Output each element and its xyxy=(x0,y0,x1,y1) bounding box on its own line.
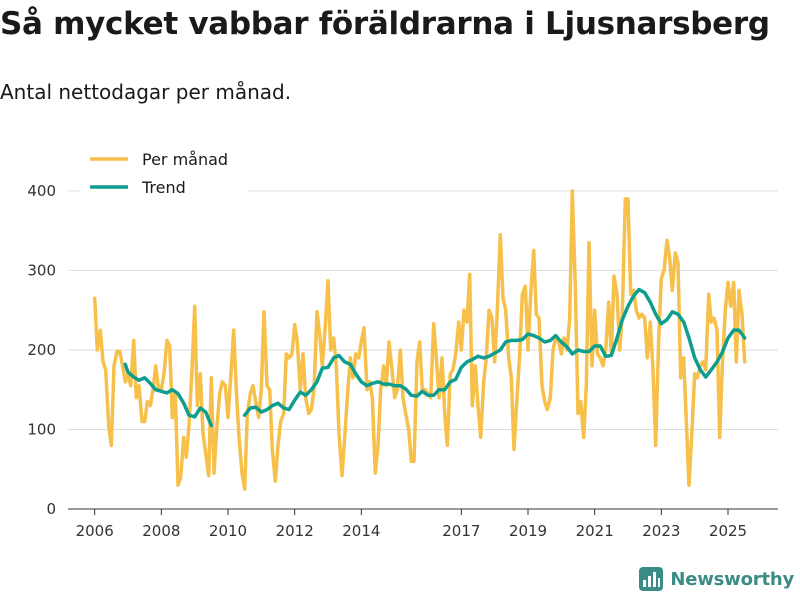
series-line-trend xyxy=(123,362,214,428)
x-axis: 2006 2008 2010 2012 2014 2017 2019 2021 2023 2025 xyxy=(76,509,747,540)
y-tick-label: 100 xyxy=(27,420,56,438)
x-tick-label: 2014 xyxy=(342,522,380,540)
x-tick-label: 2010 xyxy=(209,522,247,540)
gridlines xyxy=(68,190,778,510)
x-tick-label: 2023 xyxy=(642,522,680,540)
y-tick-label: 400 xyxy=(27,182,56,200)
legend-label-per-manad[interactable]: Per månad xyxy=(142,150,228,169)
newsworthy-logo[interactable]: Newsworthy xyxy=(638,566,794,592)
legend-label-trend[interactable]: Trend xyxy=(141,178,186,197)
y-tick-label: 200 xyxy=(27,341,56,359)
y-tick-label: 0 xyxy=(46,500,56,518)
x-tick-label: 2006 xyxy=(76,522,114,540)
chart-title: Så mycket vabbar föräldrarna i Ljusnarsb… xyxy=(0,6,770,42)
series-line-per-manad xyxy=(92,189,747,491)
x-tick-label: 2025 xyxy=(709,522,747,540)
x-tick-label: 2008 xyxy=(142,522,180,540)
newsworthy-logo-icon xyxy=(639,567,664,591)
x-tick-label: 2017 xyxy=(442,522,480,540)
x-tick-label: 2012 xyxy=(276,522,314,540)
x-tick-label: 2021 xyxy=(576,522,614,540)
legend-background xyxy=(80,146,248,204)
y-tick-label: 300 xyxy=(27,261,56,279)
legend[interactable]: Per månad Trend xyxy=(80,146,248,204)
chart-subtitle: Antal nettodagar per månad. xyxy=(0,80,292,104)
y-axis-ticks: 0 100 200 300 400 xyxy=(27,182,56,518)
series-lines xyxy=(92,189,747,491)
newsworthy-logo-text: Newsworthy xyxy=(670,568,794,590)
series-line-trend xyxy=(242,287,747,417)
x-tick-label: 2019 xyxy=(509,522,547,540)
